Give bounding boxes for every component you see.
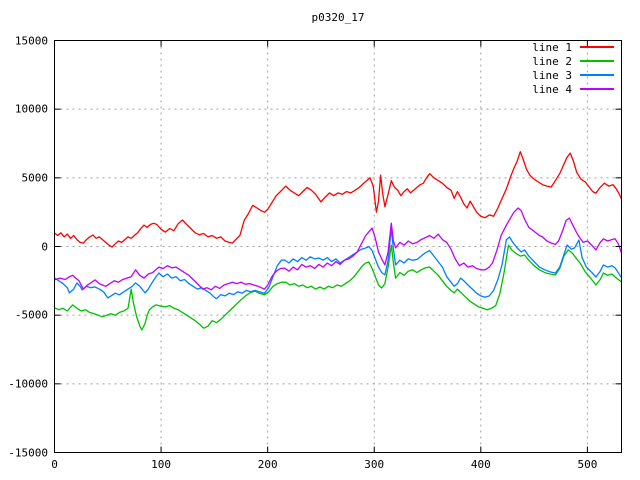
legend-item: line 4 [532,82,614,96]
x-tick-label: 100 [151,458,172,471]
y-tick-label: 0 [41,240,48,253]
y-tick-label: 15000 [14,34,48,47]
x-tick-label: 400 [470,458,491,471]
x-tick-label: 300 [364,458,385,471]
y-tick-label: -10000 [8,377,48,391]
y-tick-label: -15000 [8,446,48,459]
legend-label: line 1 [532,40,572,54]
series-line-2 [54,244,622,331]
legend-line-sample [580,60,614,62]
series-line-1 [54,151,623,248]
legend-line-sample [580,46,614,48]
legend-item: line 1 [532,40,614,54]
x-tick-label: 200 [257,458,278,471]
legend: line 1 line 2 line 3 line 4 [532,40,614,96]
legend-item: line 2 [532,54,614,68]
y-tick-label: 5000 [21,171,49,185]
legend-label: line 2 [532,54,572,68]
legend-label: line 4 [532,82,572,96]
legend-label: line 3 [532,68,572,82]
chart-title: p0320_17 [311,11,365,24]
series-line-4 [54,207,623,291]
legend-item: line 3 [532,68,614,82]
y-tick-label: -5000 [14,308,48,322]
legend-line-sample [580,88,614,90]
x-tick-label: 500 [577,458,598,471]
y-tick-label: 10000 [14,102,48,116]
legend-line-sample [580,74,614,76]
x-tick-label: 0 [51,458,58,471]
